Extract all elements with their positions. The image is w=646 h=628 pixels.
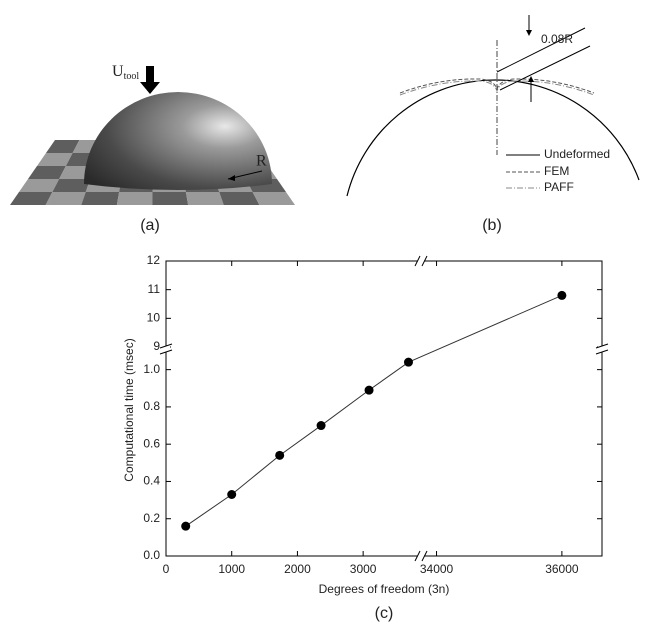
dim-line-bottom <box>499 45 591 91</box>
y-axis-title: Computational time (msec) <box>122 338 136 481</box>
dim-line-top <box>496 27 586 73</box>
axis-break-gap <box>418 257 424 265</box>
x-tick-label: 36000 <box>545 562 579 576</box>
axis-break <box>159 343 173 349</box>
data-point <box>403 357 413 367</box>
board-tile <box>19 179 60 192</box>
axis-break <box>595 349 609 355</box>
board-tile <box>252 192 295 205</box>
tool-arrow <box>140 66 160 94</box>
radius-label: R <box>256 153 267 170</box>
board-tile <box>219 192 260 205</box>
dome <box>84 92 272 190</box>
axis-break-gap <box>418 552 424 560</box>
data-point <box>557 290 567 300</box>
y-tick-label: 10 <box>147 311 161 325</box>
data-point <box>227 490 237 499</box>
board-tile <box>46 140 80 153</box>
axis-break <box>159 349 173 355</box>
axis-break <box>421 255 428 267</box>
x-tick-label: 0 <box>163 562 170 576</box>
legend-label: Undeformed <box>544 147 610 161</box>
dim-arrowhead-top <box>526 30 532 36</box>
y-tick-label: 0.2 <box>143 511 160 525</box>
y-tick-label: 1.0 <box>143 362 160 376</box>
caption-b: (b) <box>482 217 502 234</box>
board-tile <box>28 166 66 179</box>
plot-frame <box>165 260 603 557</box>
legend-label: FEM <box>544 164 569 178</box>
board-tile <box>116 192 153 205</box>
gap-label: 0.08R <box>541 32 573 46</box>
axis-break <box>414 255 421 267</box>
tool-label-main: U <box>112 63 124 80</box>
caption-c: (c) <box>375 605 394 622</box>
x-tick-label: 3000 <box>350 562 377 576</box>
axis-break-gap <box>598 346 606 352</box>
dim-arrowhead-bottom <box>528 76 534 82</box>
board-tile <box>37 153 73 166</box>
data-point <box>364 385 374 395</box>
paff-curve <box>399 80 595 96</box>
board-tile <box>10 192 53 205</box>
data-point <box>316 421 326 431</box>
axis-break <box>414 550 421 562</box>
caption-a: (a) <box>140 217 160 234</box>
y-tick-label: 0.8 <box>143 399 160 413</box>
tool-label: Utool <box>112 63 139 83</box>
radius-arrowhead <box>228 175 235 181</box>
axis-break <box>595 343 609 349</box>
data-point <box>275 450 285 460</box>
plot <box>165 260 603 557</box>
legend-label: PAFF <box>544 180 574 194</box>
y-tick-label: 0.6 <box>143 436 160 450</box>
fit-line <box>185 294 563 527</box>
x-tick-label: 34000 <box>420 562 454 576</box>
x-tick-label: 1000 <box>218 562 245 576</box>
board-tile <box>185 192 224 205</box>
data-point <box>181 521 191 531</box>
tool-label-sub: tool <box>124 71 140 82</box>
board-tile <box>45 192 86 205</box>
y-tick-label: 0.0 <box>143 548 160 562</box>
board-tile <box>81 192 120 205</box>
y-tick-label: 11 <box>148 282 161 296</box>
y-tick-label: 12 <box>147 253 161 267</box>
board-tile <box>152 192 189 205</box>
x-axis-title: Degrees of freedom (3n) <box>319 582 450 596</box>
axis-break <box>421 550 428 562</box>
y-tick-label: 0.4 <box>143 474 160 488</box>
x-tick-label: 2000 <box>284 562 311 576</box>
axis-break-gap <box>162 346 170 352</box>
undeformed-curve <box>346 79 640 197</box>
y-tick-label: 9 <box>153 339 160 353</box>
board-tile <box>52 179 91 192</box>
